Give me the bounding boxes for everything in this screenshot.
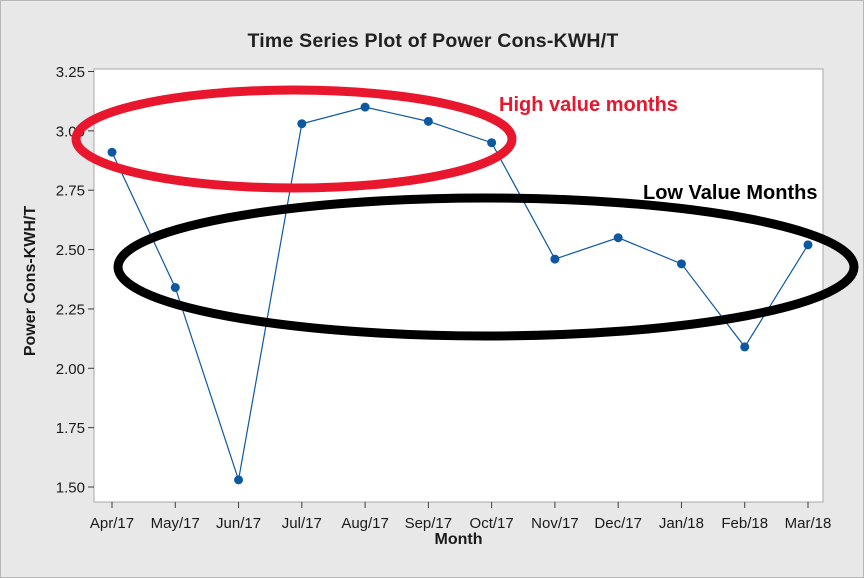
series-line <box>111 106 809 481</box>
x-tick-label: May/17 <box>151 515 200 532</box>
low-value-months-label: Low Value Months <box>643 182 818 204</box>
high-months-ellipse <box>71 85 517 193</box>
x-tick-label: Oct/17 <box>470 515 514 532</box>
plot-area <box>93 68 824 503</box>
y-tick-label: 2.75 <box>56 183 85 200</box>
data-point <box>803 240 813 250</box>
data-point <box>740 342 750 352</box>
x-tick-label: Feb/18 <box>721 515 768 532</box>
x-tick-label: Jun/17 <box>216 515 261 532</box>
data-point <box>613 233 623 243</box>
chart-title: Time Series Plot of Power Cons-KWH/T <box>247 30 619 52</box>
y-tick-label: 1.75 <box>56 420 85 437</box>
data-point <box>550 254 560 264</box>
x-tick-label: Mar/18 <box>785 515 832 532</box>
y-tick-label: 1.50 <box>56 480 85 497</box>
data-point <box>170 283 180 293</box>
x-tick-label: Nov/17 <box>531 515 579 532</box>
y-tick-label: 3.25 <box>56 64 85 81</box>
y-tick-label: 2.25 <box>56 301 85 318</box>
data-point <box>297 119 307 129</box>
data-point <box>360 102 370 112</box>
data-point <box>676 259 686 269</box>
x-tick-label: Sep/17 <box>405 515 453 532</box>
x-tick-label: Dec/17 <box>594 515 642 532</box>
data-point <box>234 475 244 485</box>
data-point <box>487 138 497 148</box>
x-tick-label: Jan/18 <box>659 515 704 532</box>
x-tick-label: Jul/17 <box>282 515 322 532</box>
low-months-ellipse <box>113 193 859 341</box>
data-point <box>423 116 433 126</box>
y-tick-label: 2.00 <box>56 361 85 378</box>
x-axis-title: Month <box>434 531 483 548</box>
data-point <box>107 147 117 157</box>
y-axis-title: Power Cons-KWH/T <box>22 205 39 357</box>
x-tick-label: Apr/17 <box>90 515 134 532</box>
high-value-months-label: High value months <box>499 94 678 116</box>
y-tick-label: 2.50 <box>56 242 85 259</box>
x-tick-label: Aug/17 <box>341 515 389 532</box>
